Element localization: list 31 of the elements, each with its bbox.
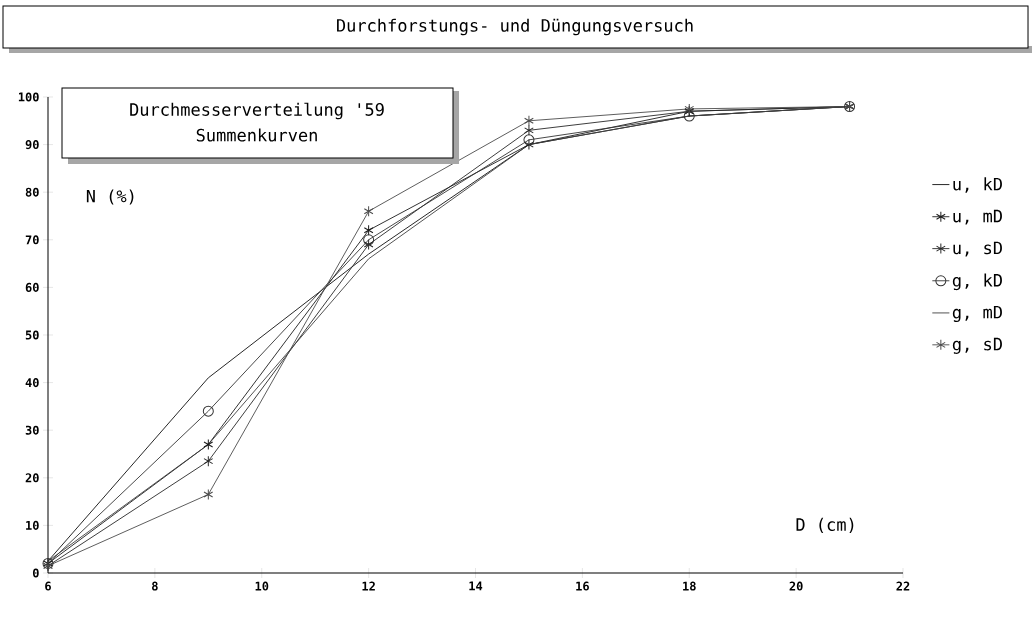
annotation: Summenkurven bbox=[196, 128, 317, 142]
y-tick-label: 70 bbox=[25, 235, 39, 245]
x-tick-label: 14 bbox=[469, 581, 483, 591]
y-tick-label: 80 bbox=[25, 187, 39, 197]
x-tick-label: 20 bbox=[789, 581, 803, 591]
y-axis-title: N (%) bbox=[86, 189, 134, 205]
legend-label: g, sD bbox=[952, 337, 1002, 354]
y-tick-label: 40 bbox=[25, 378, 39, 388]
annotation: Durchmesserverteilung '59 bbox=[130, 102, 384, 120]
y-tick-label: 30 bbox=[25, 425, 39, 435]
y-tick-label: 90 bbox=[25, 140, 39, 150]
y-tick-label: 20 bbox=[25, 473, 39, 483]
y-tick-label: 0 bbox=[32, 568, 39, 578]
x-tick-label: 22 bbox=[896, 581, 910, 591]
y-tick-label: 100 bbox=[18, 92, 39, 102]
y-tick-label: 60 bbox=[25, 282, 39, 292]
y-tick-label: 10 bbox=[26, 520, 39, 530]
legend-label: u, mD bbox=[953, 209, 1002, 225]
x-tick-label: 16 bbox=[576, 581, 589, 591]
x-tick-label: 8 bbox=[152, 581, 158, 591]
y-tick-label: 50 bbox=[25, 330, 39, 340]
x-tick-label: 12 bbox=[362, 581, 375, 591]
legend-label: u, kD bbox=[953, 177, 1002, 193]
legend-label: g, mD bbox=[952, 305, 1002, 323]
x-tick-label: 10 bbox=[255, 581, 269, 591]
x-tick-label: 18 bbox=[683, 581, 696, 591]
x-tick-label: 6 bbox=[45, 581, 51, 591]
legend-label: g, kD bbox=[952, 273, 1002, 291]
chart-title: Durchforstungs- und Düngungsversuch bbox=[337, 18, 693, 36]
legend-label: u, sD bbox=[953, 241, 1002, 257]
x-axis-title: D (cm) bbox=[796, 517, 854, 533]
